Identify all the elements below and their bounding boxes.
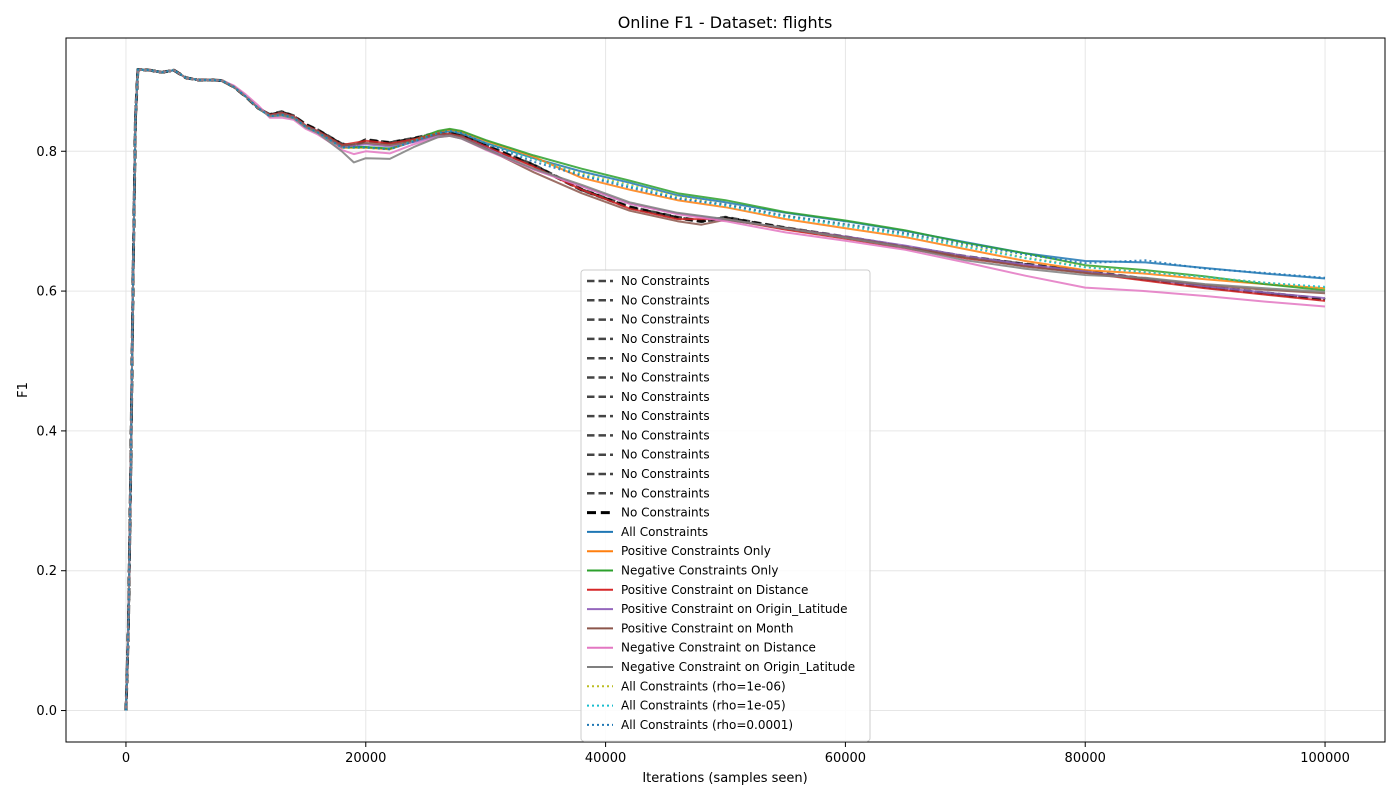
legend-label: All Constraints: [621, 525, 708, 539]
axes-frame: [65, 37, 1386, 743]
legend-label: Positive Constraint on Distance: [621, 583, 808, 597]
x-tick-label: 40000: [585, 751, 626, 766]
legend-label: All Constraints (rho=1e-05): [621, 699, 786, 713]
series-line-20: [125, 68, 1326, 711]
y-tick-label: 0.4: [36, 424, 57, 439]
legend-label: Negative Constraint on Distance: [621, 641, 816, 655]
legend-label: No Constraints: [621, 351, 710, 365]
legend-label: Negative Constraint on Origin_Latitude: [621, 660, 855, 674]
legend-label: No Constraints: [621, 506, 710, 520]
legend-label: No Constraints: [621, 371, 710, 385]
legend-label: No Constraints: [621, 428, 710, 442]
legend-label: Negative Constraints Only: [621, 564, 778, 578]
y-tick-label: 0.8: [36, 145, 57, 160]
legend-label: No Constraints: [621, 448, 710, 462]
legend-label: No Constraints: [621, 467, 710, 481]
x-axis-ticks: 0 20000 40000 60000 80000 100000: [122, 742, 1350, 766]
legend-label: Positive Constraints Only: [621, 544, 771, 558]
legend-box: [580, 269, 871, 742]
y-axis-label: F1: [16, 382, 31, 398]
legend-label: Positive Constraint on Month: [621, 621, 793, 635]
y-tick-label: 0.0: [36, 704, 57, 719]
series-line-23: [125, 68, 1326, 711]
legend-label: No Constraints: [621, 390, 710, 404]
y-tick-label: 0.6: [36, 285, 57, 300]
legend-label: No Constraints: [621, 313, 710, 327]
legend-label: Positive Constraint on Origin_Latitude: [621, 602, 848, 616]
legend-label: No Constraints: [621, 409, 710, 423]
legend-label: No Constraints: [621, 293, 710, 307]
legend-label: No Constraints: [621, 274, 710, 288]
x-tick-label: 100000: [1300, 751, 1350, 766]
legend-label: All Constraints (rho=0.0001): [621, 718, 793, 732]
y-axis-ticks: 0.0 0.2 0.4 0.6 0.8: [36, 145, 66, 719]
x-axis-label: Iterations (samples seen): [642, 771, 807, 786]
legend-label: No Constraints: [621, 332, 710, 346]
x-tick-label: 0: [122, 751, 130, 766]
x-tick-label: 20000: [345, 751, 386, 766]
legend-label: All Constraints (rho=1e-06): [621, 679, 786, 693]
x-tick-label: 80000: [1065, 751, 1106, 766]
y-tick-label: 0.2: [36, 564, 57, 579]
x-tick-label: 60000: [825, 751, 866, 766]
chart-title: Online F1 - Dataset: flights: [618, 13, 833, 32]
legend: No Constraints No Constraints No Constrain…: [580, 269, 871, 742]
plot-area: [124, 68, 1326, 711]
legend-label: No Constraints: [621, 486, 710, 500]
